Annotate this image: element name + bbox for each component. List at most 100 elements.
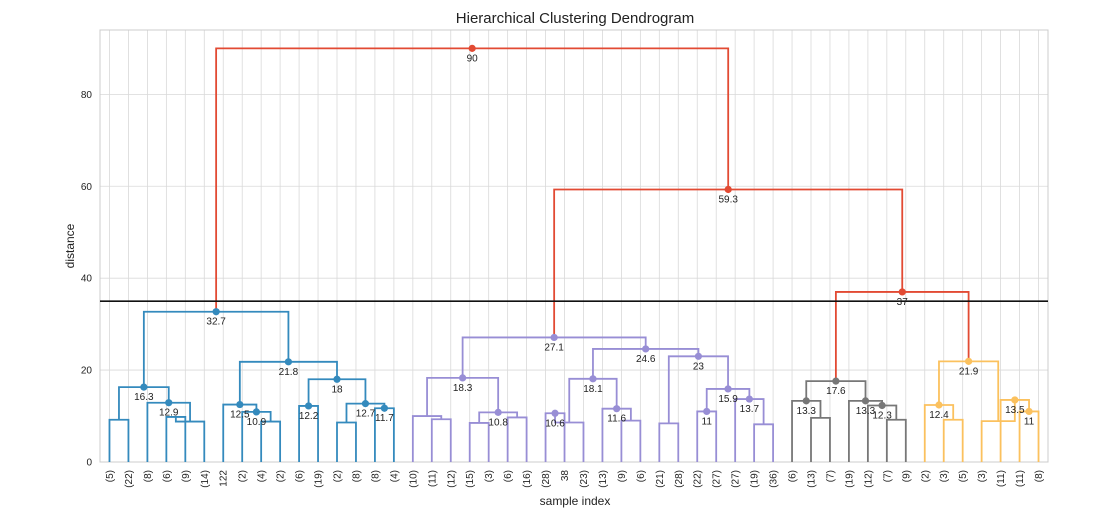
merge-node-marker bbox=[165, 399, 173, 407]
merge-distance-label: 18 bbox=[331, 384, 343, 395]
x-axis-leaf-labels: (5) (22) (8) (6) (9) (14) 122 (2) (4) (2) (6) (19) (… bbox=[105, 470, 1045, 488]
dendrogram-link bbox=[753, 423, 774, 462]
merge-nodes: 12.9 16.3 10.912.5 12.2 11.712.7 18 21.8 32.7 10… bbox=[134, 44, 1035, 429]
dendrogram-link bbox=[810, 416, 831, 462]
dendrogram-link bbox=[165, 416, 187, 462]
dendrogram-link bbox=[430, 418, 452, 462]
leaf-label: (4) bbox=[389, 470, 400, 482]
leaf-label: (19) bbox=[844, 470, 855, 488]
merge-node-marker bbox=[468, 44, 476, 52]
merge-node-marker bbox=[965, 357, 973, 365]
leaf-label: (2) bbox=[920, 470, 931, 482]
leaf-label: (5) bbox=[958, 470, 969, 482]
merge-node-marker bbox=[361, 400, 370, 408]
merge-node-marker bbox=[380, 404, 388, 412]
y-tick-label: 80 bbox=[81, 90, 93, 101]
merge-distance-label: 12.3 bbox=[872, 410, 892, 421]
merge-distance-label: 23 bbox=[693, 361, 705, 372]
leaf-label: (27) bbox=[712, 470, 723, 488]
leaf-label: (3) bbox=[939, 470, 950, 482]
leaf-label: (13) bbox=[598, 470, 609, 488]
merge-node-marker bbox=[333, 375, 341, 383]
leaf-label: (8) bbox=[351, 470, 362, 482]
leaf-label: (11) bbox=[427, 470, 438, 487]
merge-node-marker bbox=[703, 407, 711, 416]
dendrogram-link bbox=[553, 188, 904, 338]
merge-node-marker bbox=[252, 408, 261, 416]
leaf-label: (14) bbox=[200, 470, 211, 488]
dendrogram-link bbox=[942, 418, 964, 462]
merge-distance-label: 21.9 bbox=[959, 366, 979, 377]
merge-node-marker bbox=[236, 400, 244, 409]
merge-node-marker bbox=[724, 385, 732, 393]
dendrogram-link bbox=[980, 399, 1016, 462]
dendrogram-link bbox=[336, 421, 357, 462]
leaf-label: (9) bbox=[901, 470, 912, 482]
dendrogram-link bbox=[108, 418, 130, 462]
merge-node-marker bbox=[898, 288, 906, 296]
dendrogram-link bbox=[885, 418, 907, 462]
merge-distance-label: 12.9 bbox=[159, 408, 179, 419]
merge-distance-label: 13.5 bbox=[1005, 405, 1025, 416]
dendrogram-link bbox=[411, 415, 443, 462]
merge-distance-label: 12.5 bbox=[230, 410, 250, 421]
merge-node-marker bbox=[550, 333, 558, 342]
leaf-label: (5) bbox=[105, 470, 116, 482]
merge-distance-label: 11 bbox=[702, 416, 713, 427]
merge-distance-label: 13.7 bbox=[740, 404, 760, 415]
leaf-label: (28) bbox=[541, 470, 552, 488]
leaf-label: (7) bbox=[882, 470, 893, 482]
merge-distance-label: 11.7 bbox=[375, 413, 394, 424]
dendrogram-link bbox=[468, 422, 490, 462]
merge-distance-label: 90 bbox=[467, 53, 479, 64]
leaf-label: (6) bbox=[162, 470, 173, 482]
y-tick-label: 40 bbox=[81, 274, 93, 285]
dendrogram-link bbox=[554, 413, 585, 462]
dendrogram-link bbox=[658, 422, 680, 462]
dendrogram-link bbox=[620, 419, 642, 462]
leaf-label: (9) bbox=[181, 470, 192, 482]
merge-distance-label: 37 bbox=[897, 297, 909, 308]
leaf-label: (15) bbox=[465, 470, 476, 488]
merge-distance-label: 12.4 bbox=[929, 410, 949, 421]
merge-node-marker bbox=[745, 395, 753, 403]
leaf-label: (2) bbox=[276, 470, 287, 482]
leaf-label: (27) bbox=[731, 470, 742, 488]
merge-node-marker bbox=[832, 377, 840, 385]
merge-node-marker bbox=[724, 185, 732, 194]
x-axis-label: sample index bbox=[540, 494, 611, 508]
leaf-label: (6) bbox=[788, 470, 799, 482]
leaf-label: (28) bbox=[674, 470, 685, 488]
merge-distance-label: 32.7 bbox=[206, 317, 226, 328]
leaf-label: (3) bbox=[977, 470, 988, 482]
leaf-label: (8) bbox=[143, 470, 154, 482]
leaf-label: (22) bbox=[124, 470, 135, 488]
merge-node-marker bbox=[140, 383, 148, 391]
merge-distance-label: 10.8 bbox=[488, 417, 508, 428]
dendrogram-link bbox=[506, 416, 528, 462]
leaf-label: (2) bbox=[333, 470, 344, 482]
merge-node-marker bbox=[551, 409, 559, 417]
grid-lines bbox=[100, 30, 1048, 463]
leaf-label: (8) bbox=[1034, 470, 1045, 482]
leaf-label: (11) bbox=[996, 470, 1007, 487]
merge-distance-label: 17.6 bbox=[826, 386, 846, 397]
y-tick-label: 0 bbox=[86, 458, 92, 469]
merge-node-marker bbox=[304, 402, 313, 410]
leaf-label: (7) bbox=[825, 470, 836, 482]
merge-node-marker bbox=[878, 401, 886, 410]
merge-distance-label: 11 bbox=[1024, 416, 1035, 427]
leaf-label: (9) bbox=[617, 470, 628, 482]
merge-node-marker bbox=[494, 408, 502, 416]
merge-node-marker bbox=[459, 374, 467, 382]
dendrogram-links bbox=[108, 47, 1040, 462]
leaf-label: (13) bbox=[807, 470, 818, 488]
dendrogram-link bbox=[174, 416, 206, 462]
leaf-label: (11) bbox=[1015, 470, 1026, 487]
leaf-label: (6) bbox=[503, 470, 514, 482]
leaf-label: (12) bbox=[446, 470, 457, 488]
leaf-label: (2) bbox=[238, 470, 249, 482]
merge-node-marker bbox=[1025, 407, 1033, 416]
merge-distance-label: 13.3 bbox=[797, 406, 817, 417]
